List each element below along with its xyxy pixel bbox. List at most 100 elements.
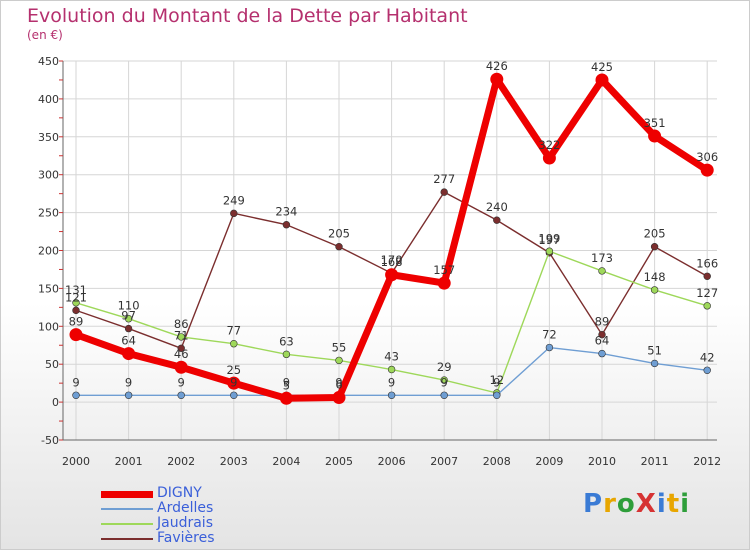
data-point: [72, 306, 80, 315]
data-label: 9: [335, 375, 342, 389]
data-point: [542, 151, 556, 165]
data-label: 43: [384, 350, 399, 364]
data-point: [282, 350, 291, 359]
legend-label: DIGNY: [157, 485, 202, 501]
data-label: 51: [647, 343, 662, 357]
data-label: 322: [538, 138, 560, 152]
data-point: [69, 328, 83, 342]
legend-swatch: [101, 538, 153, 540]
data-point: [279, 391, 293, 405]
data-label: 306: [696, 150, 718, 164]
data-label: 205: [328, 227, 350, 241]
data-label: 64: [595, 334, 610, 348]
legend-swatch: [101, 523, 153, 525]
data-point: [650, 243, 659, 251]
logo-letter: i: [680, 489, 691, 519]
x-tick-label: 2011: [641, 455, 669, 468]
data-label: 9: [72, 375, 79, 389]
x-tick-label: 2004: [272, 455, 300, 468]
data-label: 9: [230, 375, 237, 389]
data-label: 351: [644, 116, 666, 130]
x-tick-label: 2009: [535, 455, 563, 468]
data-point: [122, 347, 136, 361]
data-label: 148: [644, 270, 666, 284]
legend-item-jaudrais: Jaudrais: [101, 515, 301, 532]
data-label: 46: [174, 347, 189, 361]
data-point: [72, 299, 80, 307]
data-point: [230, 391, 238, 399]
x-tick-label: 2007: [430, 455, 458, 468]
data-point: [545, 247, 554, 255]
data-point: [282, 221, 291, 229]
legend-item-favières: Favières: [101, 530, 301, 547]
data-label: 63: [279, 334, 294, 348]
y-tick-label: 450: [38, 55, 59, 68]
data-point: [598, 267, 606, 275]
data-label: 9: [493, 375, 500, 389]
data-point: [124, 391, 133, 399]
data-point: [650, 359, 659, 368]
data-point: [387, 365, 396, 374]
legend: DIGNY Ardelles Jaudrais Favières: [101, 485, 301, 547]
data-label: 97: [121, 309, 136, 323]
data-label: 29: [437, 360, 452, 374]
data-label: 72: [542, 328, 557, 342]
data-point: [177, 333, 185, 341]
data-label: 77: [226, 324, 241, 338]
data-label: 426: [486, 59, 508, 73]
y-tick-label: 200: [38, 245, 59, 258]
x-tick-label: 2003: [220, 455, 248, 468]
logo-letter: X: [635, 489, 657, 519]
data-label: 249: [223, 193, 245, 207]
data-label: 199: [538, 231, 560, 245]
x-tick-label: 2001: [115, 455, 143, 468]
data-point: [598, 349, 606, 358]
data-label: 9: [283, 375, 290, 389]
data-label: 168: [381, 255, 403, 269]
x-tick-label: 2005: [325, 455, 353, 468]
data-label: 205: [644, 227, 666, 241]
legend-swatch: [101, 508, 153, 510]
data-label: 166: [696, 256, 718, 270]
data-label: 9: [388, 375, 395, 389]
data-label: 55: [332, 340, 347, 354]
data-label: 131: [65, 283, 87, 297]
x-tick-label: 2000: [62, 455, 90, 468]
data-label: 170: [381, 253, 403, 267]
data-point: [703, 366, 711, 374]
data-point: [72, 391, 80, 399]
data-point: [177, 344, 185, 352]
proxiti-logo: ProXiti: [583, 489, 690, 519]
data-label: 127: [696, 286, 718, 300]
data-point: [440, 376, 448, 384]
data-point: [595, 73, 609, 87]
data-label: 12: [489, 373, 504, 387]
data-point: [493, 216, 501, 224]
data-point: [335, 243, 343, 251]
data-label: 110: [118, 299, 140, 313]
data-point: [437, 276, 451, 290]
data-point: [177, 391, 185, 399]
data-point: [387, 391, 396, 399]
chart-subtitle: (en €): [27, 28, 63, 42]
data-point: [385, 268, 399, 282]
x-tick-label: 2008: [483, 455, 511, 468]
data-point: [700, 163, 714, 177]
data-label: 9: [125, 375, 132, 389]
data-point: [650, 286, 659, 294]
data-label: 173: [591, 251, 613, 265]
x-tick-label: 2010: [588, 455, 616, 468]
data-point: [227, 376, 241, 390]
legend-swatch: [101, 490, 153, 498]
data-label: 240: [486, 200, 508, 214]
data-point: [332, 391, 346, 405]
legend-item-digny: DIGNY: [101, 485, 301, 502]
legend-label: Ardelles: [157, 500, 214, 516]
data-point: [230, 209, 238, 218]
data-label: 5: [283, 378, 290, 392]
y-tick-label: 0: [52, 396, 59, 409]
logo-letter: o: [616, 489, 636, 519]
data-label: 86: [174, 317, 189, 331]
